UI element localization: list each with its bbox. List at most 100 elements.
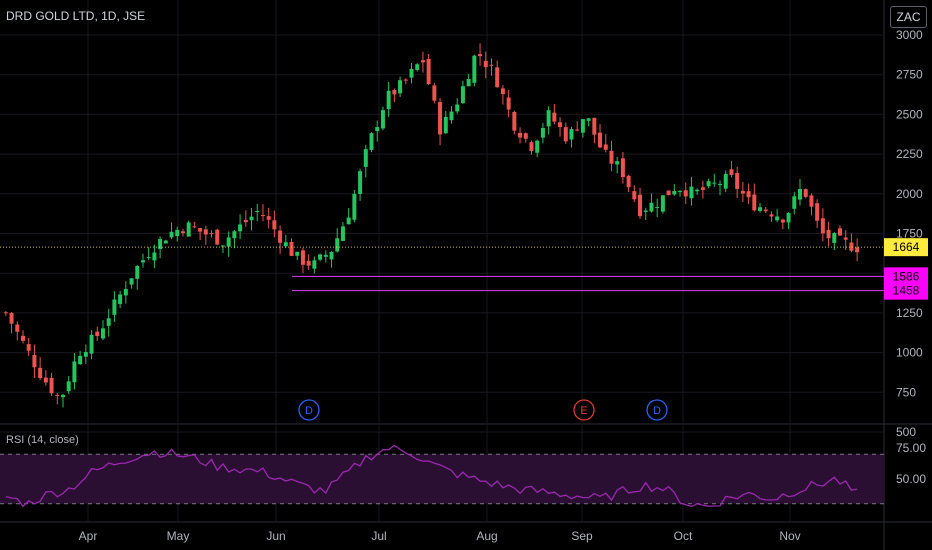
candle — [329, 251, 334, 268]
candle — [266, 207, 271, 229]
candle-body — [729, 169, 734, 175]
candle-body — [295, 251, 300, 256]
candle-body — [363, 149, 368, 167]
candle-body — [232, 231, 237, 239]
candle — [283, 234, 288, 249]
candle-body — [723, 173, 728, 189]
time-tick-label: May — [167, 529, 190, 543]
time-tick-label: Apr — [79, 529, 98, 543]
candle-body — [203, 229, 208, 235]
candle — [729, 160, 734, 178]
candle-body — [832, 232, 837, 243]
price-badge — [884, 267, 928, 286]
price-tick-label: 750 — [896, 385, 916, 399]
candle-body — [546, 110, 551, 127]
candle — [140, 253, 145, 268]
candle — [775, 208, 780, 223]
candle — [295, 251, 300, 261]
dividend-event-marker — [298, 399, 320, 421]
candle-body — [620, 158, 625, 178]
candle-body — [712, 182, 717, 184]
candle-body — [426, 58, 431, 84]
candle-body — [60, 394, 65, 398]
dividend-event-label: D — [305, 405, 313, 417]
candle-body — [586, 118, 591, 121]
candle — [838, 225, 843, 237]
candle — [786, 212, 791, 230]
price-tick-label: 1000 — [896, 346, 923, 360]
candle-body — [763, 209, 768, 212]
candle-body — [529, 142, 534, 152]
time-tick-label: Nov — [779, 529, 800, 543]
candle-body — [843, 237, 848, 240]
candle — [83, 344, 88, 364]
symbol-title[interactable]: DRD GOLD LTD, 1D, JSE — [6, 9, 146, 23]
candle — [255, 203, 260, 222]
candle-body — [272, 220, 277, 230]
candle-body — [780, 219, 785, 223]
candle-body — [3, 312, 8, 314]
candle — [620, 151, 625, 184]
candle-body — [655, 206, 660, 208]
price-tick-label: 500 — [896, 425, 916, 439]
candle — [369, 132, 374, 153]
candle — [815, 199, 820, 229]
candle-body — [803, 189, 808, 197]
candle — [346, 208, 351, 225]
candle-body — [140, 260, 145, 263]
candle-body — [455, 104, 460, 112]
candle-body — [558, 122, 563, 128]
price-tick-label: 2250 — [896, 147, 923, 161]
candle — [546, 106, 551, 135]
rsi-band — [0, 454, 884, 504]
candle-body — [855, 247, 860, 253]
candle — [695, 188, 700, 195]
price-tick-label: 1750 — [896, 227, 923, 241]
candle-body — [809, 195, 814, 207]
price-badge — [884, 281, 928, 300]
rsi-indicator-title[interactable]: RSI (14, close) — [6, 434, 79, 446]
candle — [9, 312, 14, 334]
candle-body — [66, 381, 71, 392]
candle-body — [38, 367, 43, 379]
candle-body — [735, 173, 740, 189]
candle-body — [129, 278, 134, 285]
price-badge-label: 1458 — [893, 284, 920, 298]
candle — [615, 156, 620, 174]
candle-body — [580, 119, 585, 133]
candle — [586, 118, 591, 127]
price-tick-label: 2750 — [896, 68, 923, 82]
candle-body — [409, 68, 414, 78]
rsi-tick-label: 75.00 — [896, 441, 926, 455]
currency-button[interactable]: ZAC — [890, 6, 927, 28]
candle-body — [775, 216, 780, 221]
candle-body — [786, 213, 791, 223]
rsi-line — [5, 444, 858, 508]
time-tick-label: Jul — [371, 529, 386, 543]
candle-body — [278, 230, 283, 243]
candle — [843, 230, 848, 250]
candle — [558, 117, 563, 137]
candle — [563, 122, 568, 144]
candle-body — [740, 190, 745, 194]
candle-body — [758, 207, 763, 211]
candle — [409, 62, 414, 84]
candle-body — [683, 190, 688, 197]
candle — [580, 119, 585, 138]
candle — [209, 230, 214, 238]
candle-body — [649, 202, 654, 212]
candle — [180, 228, 185, 237]
candle — [238, 214, 243, 239]
price-tick-label: 2000 — [896, 187, 923, 201]
candle — [723, 170, 728, 193]
candle-body — [615, 161, 620, 165]
candle-body — [518, 132, 523, 138]
candle-body — [375, 127, 380, 132]
candle — [306, 254, 311, 271]
candle-body — [392, 89, 397, 95]
candle-body — [226, 237, 231, 247]
candle-body — [163, 240, 168, 244]
time-tick-label: Jun — [266, 529, 285, 543]
candle-body — [660, 195, 665, 212]
